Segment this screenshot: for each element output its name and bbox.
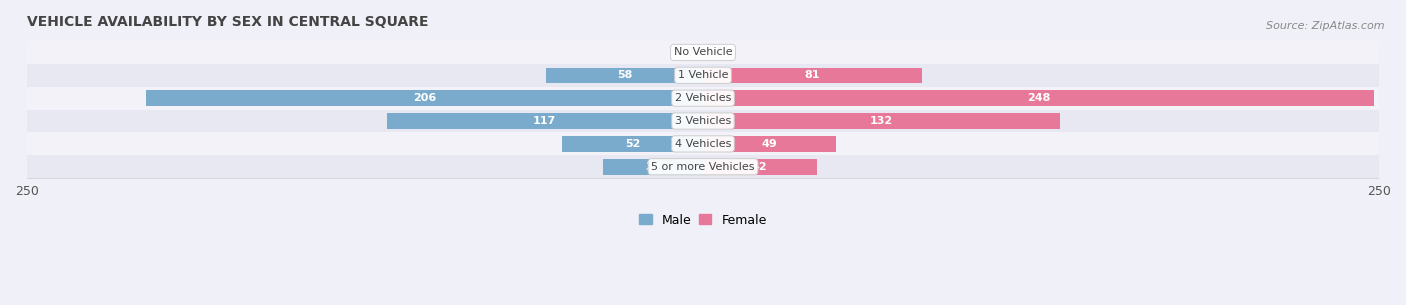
Bar [703,159,817,174]
Text: 0: 0 [714,48,721,57]
Bar [603,159,703,174]
Bar [387,113,703,129]
Bar [703,90,1374,106]
Bar [703,67,922,83]
Text: 5 or more Vehicles: 5 or more Vehicles [651,162,755,172]
Text: 2 Vehicles: 2 Vehicles [675,93,731,103]
Text: 58: 58 [617,70,633,80]
Bar [27,64,1379,87]
Bar [146,90,703,106]
Text: VEHICLE AVAILABILITY BY SEX IN CENTRAL SQUARE: VEHICLE AVAILABILITY BY SEX IN CENTRAL S… [27,15,429,29]
Text: 52: 52 [626,139,640,149]
Text: 132: 132 [870,116,893,126]
Text: 81: 81 [804,70,820,80]
Bar [27,87,1379,109]
Text: 206: 206 [413,93,436,103]
Bar [27,155,1379,178]
Bar [27,41,1379,64]
Text: 42: 42 [752,162,768,172]
Legend: Male, Female: Male, Female [634,209,772,231]
Text: 0: 0 [685,48,692,57]
Text: 1 Vehicle: 1 Vehicle [678,70,728,80]
Bar [27,109,1379,132]
Text: 4 Vehicles: 4 Vehicles [675,139,731,149]
Bar [27,132,1379,155]
Text: Source: ZipAtlas.com: Source: ZipAtlas.com [1267,21,1385,31]
Text: 49: 49 [762,139,778,149]
Bar [546,67,703,83]
Bar [703,136,835,152]
Text: 248: 248 [1026,93,1050,103]
Text: 37: 37 [645,162,661,172]
Bar [562,136,703,152]
Text: No Vehicle: No Vehicle [673,48,733,57]
Bar [703,113,1060,129]
Text: 117: 117 [533,116,557,126]
Text: 3 Vehicles: 3 Vehicles [675,116,731,126]
